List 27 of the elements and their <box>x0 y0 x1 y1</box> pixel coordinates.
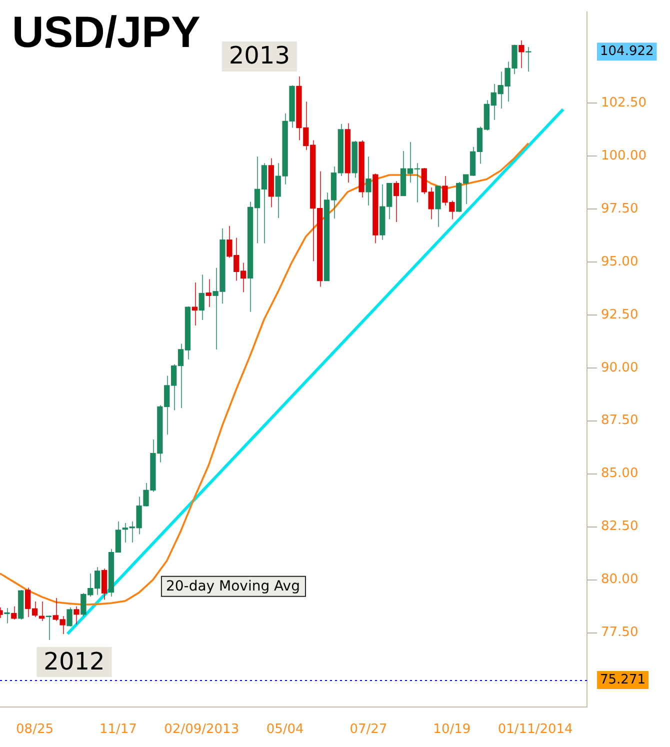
annotation: 2013 <box>228 42 290 70</box>
y-tick-label: 102.50 <box>601 95 646 110</box>
candlestick <box>46 615 52 641</box>
y-tick-label: 85.00 <box>601 466 638 482</box>
x-tick-label: 10/19 <box>433 722 471 738</box>
y-tick-label: 92.50 <box>601 307 638 322</box>
y-tick-label: 100.00 <box>601 148 646 164</box>
y-tick-label: 90.00 <box>601 360 638 376</box>
series-label: 20-day Moving Avg <box>166 578 300 594</box>
chart-title: USD/JPY <box>12 8 200 58</box>
x-tick-label: 01/11/2014 <box>498 722 573 738</box>
x-tick-label: 08/25 <box>16 722 54 738</box>
x-tick-label: 07/27 <box>350 722 388 738</box>
y-tick-label: 80.00 <box>601 572 638 588</box>
y-tick-label: 95.00 <box>601 254 638 270</box>
text: 104.922 <box>600 44 654 59</box>
x-tick-label: 11/17 <box>99 722 137 738</box>
y-tick-label: 82.50 <box>601 519 638 534</box>
annotation: 2012 <box>44 647 105 676</box>
candlestick <box>366 156 372 206</box>
x-tick-label: 05/04 <box>266 722 304 738</box>
y-tick-label: 87.50 <box>601 413 638 428</box>
y-tick-label: 97.50 <box>601 201 638 216</box>
y-tick-label: 77.50 <box>601 625 638 640</box>
ref-line-label: 75.271 <box>600 672 646 688</box>
x-tick-label: 02/09/2013 <box>164 722 240 738</box>
candlestick <box>206 278 212 308</box>
